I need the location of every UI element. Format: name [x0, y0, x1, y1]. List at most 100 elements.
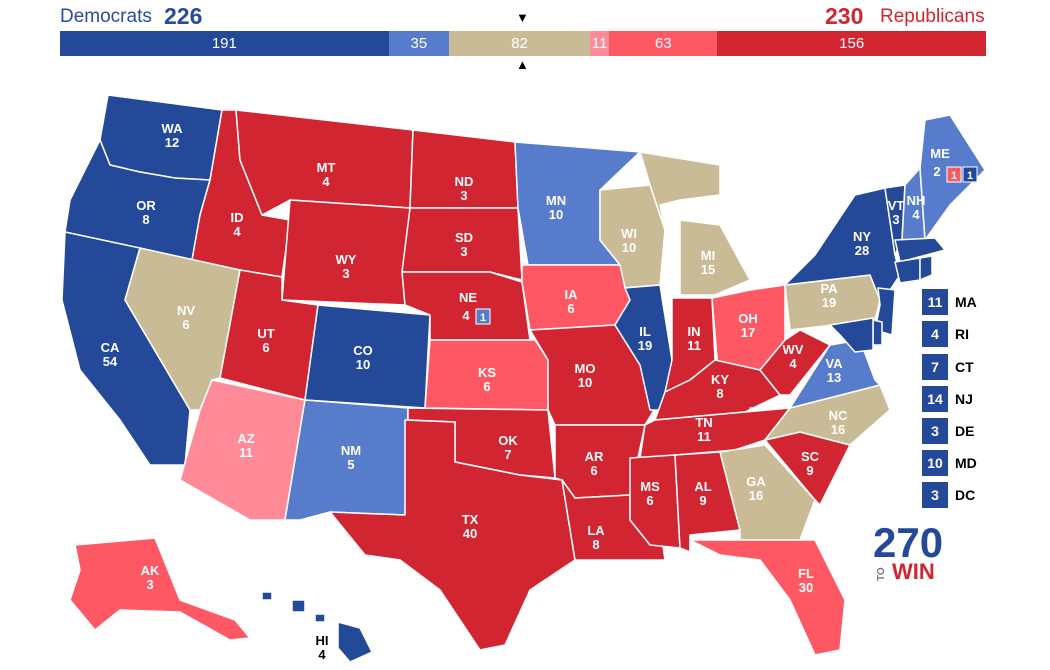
- state-votes-MS: 6: [646, 493, 653, 508]
- state-label-ID: ID: [231, 210, 244, 225]
- logo-number: 270: [873, 519, 943, 566]
- state-votes-MT: 4: [322, 174, 330, 189]
- district-box-ME-2[interactable]: [946, 166, 962, 183]
- state-votes-AL: 9: [699, 493, 706, 508]
- district-votes-ME-3: 1: [967, 170, 973, 182]
- state-votes-HI: 4: [318, 647, 326, 662]
- state-votes-WY: 3: [342, 266, 349, 281]
- electoral-tally-bar: 191 35 82 11 63 156: [60, 31, 986, 56]
- state-label-AL: AL: [694, 479, 711, 494]
- state-label-HI: HI: [316, 633, 329, 648]
- state-votes-PA: 19: [822, 295, 836, 310]
- 270towin-logo[interactable]: 270 TO WIN: [870, 517, 945, 582]
- state-label-VT: VT: [888, 198, 905, 213]
- state-FL[interactable]: [689, 539, 846, 656]
- state-SD[interactable]: [401, 207, 523, 281]
- state-label-UT: UT: [257, 326, 274, 341]
- rep-total: 230: [825, 3, 864, 29]
- district-votes-NE-1: 1: [480, 312, 486, 324]
- state-label-WA: WA: [162, 121, 184, 136]
- state-WV[interactable]: [759, 329, 831, 396]
- state-label-TX: TX: [462, 512, 479, 527]
- state-votes-SC: 9: [806, 463, 813, 478]
- votes-box: 14: [922, 386, 948, 412]
- state-MD[interactable]: [829, 317, 874, 353]
- state-label-KS: KS: [478, 365, 496, 380]
- state-label-SC: SC: [801, 449, 820, 464]
- state-RI[interactable]: [919, 255, 933, 281]
- state-MA[interactable]: [894, 237, 946, 263]
- win-marker-bottom: ▲: [516, 57, 529, 72]
- dem-total: 226: [164, 3, 203, 29]
- state-votes-KY: 8: [716, 386, 723, 401]
- state-label-ND: ND: [455, 174, 474, 189]
- votes-box: 3: [922, 482, 948, 508]
- state-label-AR: AR: [585, 449, 604, 464]
- state-label-ME: ME: [930, 146, 950, 161]
- state-label-MI: MI: [701, 248, 715, 263]
- state-TX[interactable]: [329, 419, 576, 651]
- state-votes-NM: 5: [347, 457, 354, 472]
- votes-box: 3: [922, 418, 948, 444]
- state-votes-OK: 7: [504, 447, 511, 462]
- state-label-AK: AK: [141, 563, 160, 578]
- state-votes-ME: 2: [933, 164, 940, 179]
- district-box-ME-3[interactable]: [962, 166, 978, 183]
- state-votes-NC: 16: [831, 422, 845, 437]
- state-votes-IL: 19: [638, 338, 652, 353]
- state-votes-AR: 6: [590, 463, 597, 478]
- state-AK[interactable]: [69, 537, 251, 641]
- votes-box: 11: [922, 289, 948, 315]
- state-VA[interactable]: [749, 339, 881, 409]
- state-label-MT: MT: [317, 160, 336, 175]
- state-label-WI: WI: [621, 226, 637, 241]
- state-label-FL: FL: [798, 566, 814, 581]
- state-abbr: NJ: [955, 391, 973, 407]
- state-DE[interactable]: [872, 319, 883, 346]
- state-votes-IA: 6: [567, 301, 574, 316]
- state-IL[interactable]: [614, 284, 673, 411]
- state-label-NM: NM: [341, 443, 361, 458]
- state-votes-LA: 8: [592, 537, 599, 552]
- state-abbr: CT: [955, 359, 974, 375]
- state-votes-WI: 10: [622, 240, 636, 255]
- state-votes-MN: 10: [549, 207, 563, 222]
- win-marker-top: ▼: [516, 10, 529, 25]
- state-abbr: RI: [955, 326, 969, 342]
- state-label-SD: SD: [455, 230, 473, 245]
- state-CT[interactable]: [894, 257, 921, 284]
- state-votes-NH: 4: [912, 207, 920, 222]
- votes-box: 10: [922, 450, 948, 476]
- state-abbr: DE: [955, 423, 975, 439]
- state-label-NV: NV: [177, 303, 195, 318]
- state-votes-OH: 17: [741, 325, 755, 340]
- state-MS[interactable]: [629, 454, 681, 549]
- state-abbr: MA: [955, 294, 977, 310]
- state-label-IL: IL: [639, 324, 651, 339]
- state-votes-AZ: 11: [239, 445, 253, 460]
- state-votes-CO: 10: [356, 357, 370, 372]
- state-votes-TN: 11: [697, 429, 711, 444]
- state-MI[interactable]: [639, 151, 751, 296]
- state-votes-ID: 4: [233, 224, 241, 239]
- state-votes-VA: 13: [827, 370, 841, 385]
- state-votes-GA: 16: [749, 488, 763, 503]
- tally-segment-tossup: 82: [448, 31, 591, 56]
- state-label-NY: NY: [853, 229, 871, 244]
- state-label-MN: MN: [546, 193, 566, 208]
- state-label-OR: OR: [136, 198, 156, 213]
- state-label-PA: PA: [820, 281, 838, 296]
- state-label-MO: MO: [575, 361, 596, 376]
- state-votes-IN: 11: [687, 338, 701, 353]
- votes-box: 4: [922, 321, 948, 347]
- district-box-NE-1[interactable]: [475, 308, 491, 325]
- state-votes-SD: 3: [460, 244, 467, 259]
- state-HI[interactable]: [261, 591, 373, 663]
- state-votes-ND: 3: [460, 188, 467, 203]
- tally-segment-likely-rep: 63: [609, 31, 718, 56]
- state-votes-WA: 12: [165, 135, 179, 150]
- state-label-KY: KY: [711, 372, 729, 387]
- tally-segment-safe-rep: 156: [717, 31, 986, 56]
- logo-win: WIN: [892, 559, 935, 582]
